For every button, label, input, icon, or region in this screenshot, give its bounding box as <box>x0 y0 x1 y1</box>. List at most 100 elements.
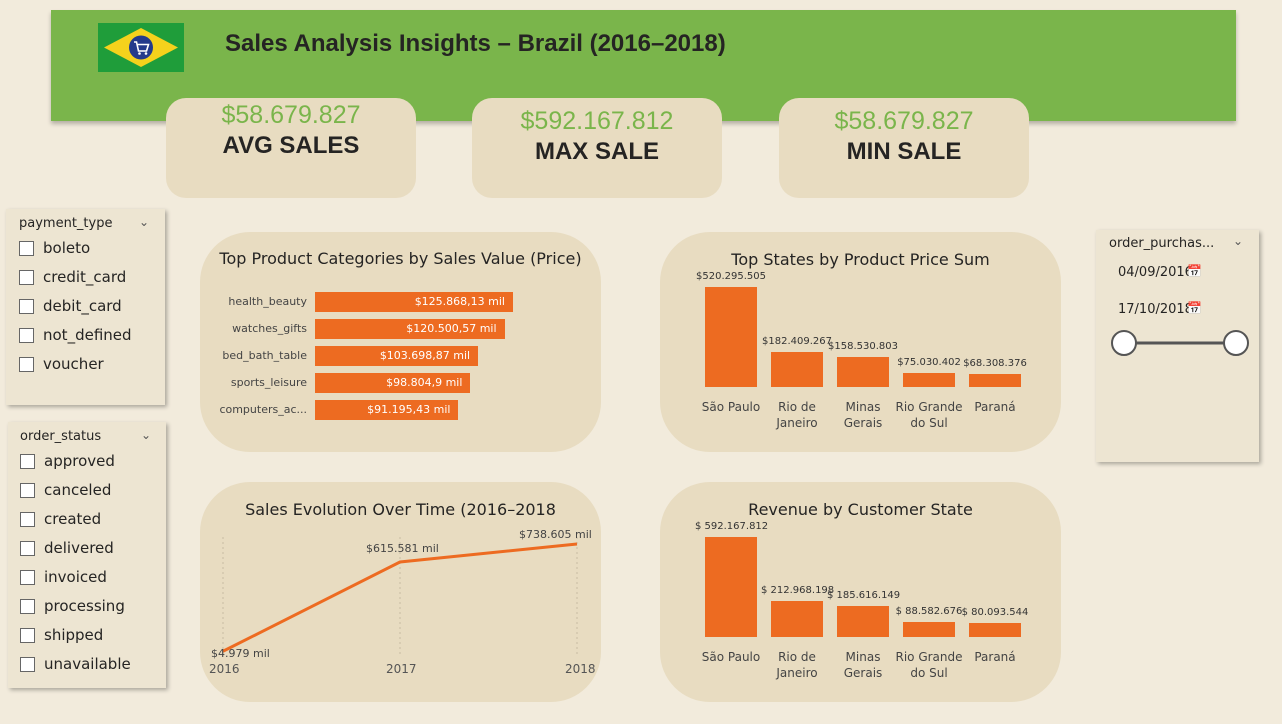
brazil-flag-logo <box>98 23 184 72</box>
calendar-icon[interactable]: 📅 <box>1187 301 1202 315</box>
bar <box>705 537 757 637</box>
chart-title: Top States by Product Price Sum <box>731 250 990 269</box>
slicer-title: payment_type <box>19 216 113 231</box>
kpi-label: MIN SALE <box>846 138 962 165</box>
x-axis-tick-label: 2017 <box>386 662 417 676</box>
checkbox[interactable] <box>20 598 35 614</box>
bar <box>969 373 1021 387</box>
checkbox[interactable] <box>19 240 34 256</box>
bar-category-label: Minas Gerais <box>843 650 883 680</box>
checkbox[interactable] <box>20 540 35 556</box>
payment-type-slicer: payment_type ⌄ boleto credit_card debit_… <box>6 209 165 405</box>
bar-category-label: São Paulo <box>701 400 761 414</box>
slicer-option-voucher[interactable]: voucher <box>19 355 104 373</box>
bar <box>903 622 955 637</box>
slicer-option-unavailable[interactable]: unavailable <box>20 655 131 673</box>
bar-category-label: computers_ac... <box>219 403 307 416</box>
slicer-option-debit-card[interactable]: debit_card <box>19 297 122 315</box>
bar-value-label: $75.030.402 <box>897 356 961 368</box>
slicer-option-delivered[interactable]: delivered <box>20 539 114 557</box>
bar-value-label: $125.868,13 mil <box>414 295 505 308</box>
bar-value-label: $ 592.167.812 <box>695 521 769 532</box>
point-value-label: $615.581 mil <box>366 541 439 555</box>
bar <box>837 356 889 387</box>
slicer-option-credit-card[interactable]: credit_card <box>19 268 126 286</box>
checkbox[interactable] <box>19 327 34 343</box>
bar-category-label: Rio de Janeiro <box>776 650 818 680</box>
slicer-option-boleto[interactable]: boleto <box>19 239 90 257</box>
slider-handle-start[interactable] <box>1111 330 1137 356</box>
sales-evolution-line-chart <box>222 537 578 657</box>
checkbox[interactable] <box>19 269 34 285</box>
bar-value-label: $103.698,87 mil <box>379 349 471 362</box>
bar-value-label: $ 185.616.149 <box>827 589 901 601</box>
kpi-value: $58.679.827 <box>834 107 974 135</box>
bar-value-label: $68.308.376 <box>963 357 1027 369</box>
slicer-option-canceled[interactable]: canceled <box>20 481 111 499</box>
checkbox[interactable] <box>19 298 34 314</box>
bar-category-label: Paraná <box>974 400 1016 414</box>
top-product-categories-card: Top Product Categories by Sales Value (P… <box>200 232 601 452</box>
slicer-option-approved[interactable]: approved <box>20 452 115 470</box>
chart-title: Sales Evolution Over Time (2016–2018 <box>245 500 556 519</box>
kpi-max-sale: $592.167.812 MAX SALE <box>472 98 722 198</box>
checkbox[interactable] <box>20 656 35 672</box>
bar <box>969 623 1021 637</box>
x-axis-tick-label: 2016 <box>209 662 240 676</box>
bar-category-label: Rio Grande do Sul <box>895 400 963 430</box>
bar <box>771 351 823 387</box>
bar-category-label: bed_bath_table <box>222 349 307 362</box>
slicer-option-processing[interactable]: processing <box>20 597 125 615</box>
bar-value-label: $98.804,9 mil <box>386 376 463 389</box>
slicer-option-not-defined[interactable]: not_defined <box>19 326 132 344</box>
checkbox[interactable] <box>20 482 35 498</box>
slider-handle-end[interactable] <box>1223 330 1249 356</box>
checkbox[interactable] <box>20 627 35 643</box>
checkbox[interactable] <box>19 356 34 372</box>
start-date-input[interactable]: 04/09/2016 <box>1118 265 1193 280</box>
slicer-option-shipped[interactable]: shipped <box>20 626 103 644</box>
bar-value-label: $ 212.968.198 <box>761 585 835 597</box>
calendar-icon[interactable]: 📅 <box>1187 264 1202 278</box>
chevron-down-icon[interactable]: ⌄ <box>139 215 150 229</box>
chevron-down-icon[interactable]: ⌄ <box>1233 234 1244 248</box>
chart-title: Revenue by Customer State <box>748 500 973 519</box>
bar <box>705 287 757 387</box>
revenue-by-state-card: Revenue by Customer State $ 592.167.812 S… <box>660 482 1061 702</box>
kpi-label: AVG SALES <box>222 132 360 159</box>
kpi-min-sale: $58.679.827 MIN SALE <box>779 98 1029 198</box>
bar-value-label: $120.500,57 mil <box>406 322 497 335</box>
kpi-avg-sales: $58.679.827 AVG SALES <box>166 98 416 198</box>
slicer-title: order_purchas... <box>1109 236 1215 251</box>
kpi-label: MAX SALE <box>534 138 659 165</box>
x-axis-tick-label: 2018 <box>565 662 596 676</box>
checkbox[interactable] <box>20 569 35 585</box>
kpi-value: $58.679.827 <box>221 101 361 129</box>
bar <box>315 346 479 366</box>
chevron-down-icon[interactable]: ⌄ <box>141 428 152 442</box>
bar-value-label: $520.295.505 <box>696 271 766 282</box>
bar <box>315 319 505 339</box>
chart-title: Top Product Categories by Sales Value (P… <box>219 249 582 268</box>
checkbox[interactable] <box>20 511 35 527</box>
sales-evolution-card: Sales Evolution Over Time (2016–2018 $4.… <box>200 482 601 702</box>
slicer-title: order_status <box>20 429 102 444</box>
bar-category-label: Rio de Janeiro <box>776 400 818 430</box>
bar <box>903 372 955 387</box>
checkbox[interactable] <box>20 453 35 469</box>
date-range-slider[interactable] <box>1108 329 1252 359</box>
bar-value-label: $91.195,43 mil <box>367 403 451 416</box>
bar-value-label: $158.530.803 <box>828 340 898 352</box>
slicer-option-invoiced[interactable]: invoiced <box>20 568 107 586</box>
sales-line <box>222 542 578 653</box>
order-status-slicer: order_status ⌄ approved canceled created… <box>8 422 166 688</box>
slicer-option-created[interactable]: created <box>20 510 101 528</box>
bar-value-label: $182.409.267 <box>762 335 832 347</box>
bar-category-label: Paraná <box>974 650 1016 664</box>
kpi-value: $592.167.812 <box>520 107 674 135</box>
bar <box>837 605 889 637</box>
order-purchase-date-slicer: order_purchas... ⌄ 04/09/2016 📅 17/10/20… <box>1096 230 1259 462</box>
bar <box>315 292 513 312</box>
top-states-card: Top States by Product Price Sum $520.295… <box>660 232 1061 452</box>
end-date-input[interactable]: 17/10/2018 <box>1118 302 1193 317</box>
